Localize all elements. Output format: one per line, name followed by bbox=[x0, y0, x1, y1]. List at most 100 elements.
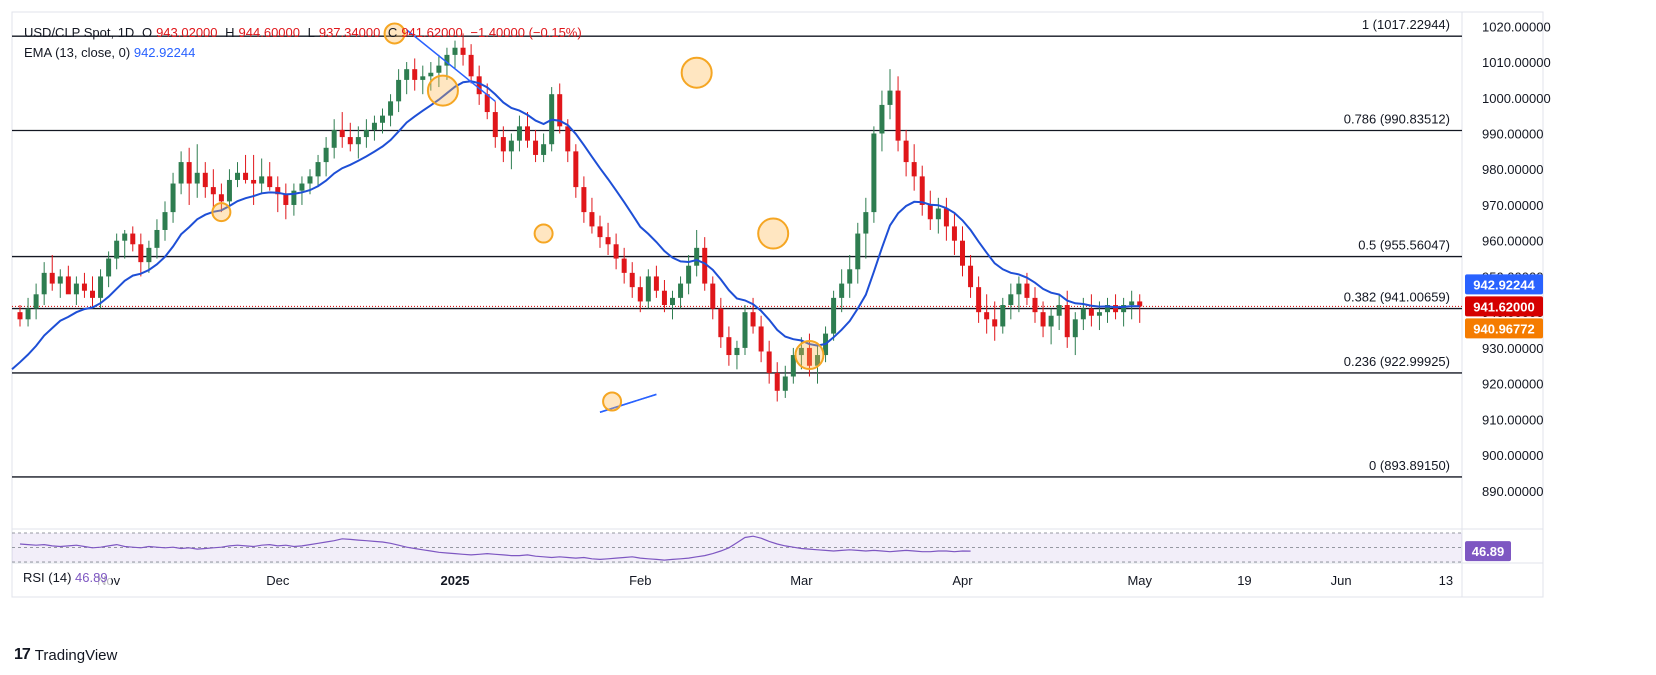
candle-body bbox=[718, 308, 724, 338]
candle-body bbox=[855, 233, 861, 270]
candle-body bbox=[106, 258, 112, 277]
price-badge bbox=[1465, 318, 1543, 339]
candle-body bbox=[476, 76, 482, 95]
y-tick-label: 1010.00000 bbox=[1482, 55, 1551, 70]
candle-body bbox=[210, 187, 216, 195]
candle-body bbox=[960, 240, 965, 266]
candle-body bbox=[984, 312, 990, 320]
candle-body bbox=[347, 137, 353, 145]
price-badge bbox=[1465, 296, 1543, 317]
highlight-circle bbox=[757, 217, 790, 250]
candle-body bbox=[275, 187, 281, 195]
trend-line-down bbox=[406, 29, 496, 102]
candle-body bbox=[218, 194, 224, 202]
candle-body bbox=[686, 265, 692, 284]
candle-body bbox=[831, 297, 837, 334]
candle-body bbox=[508, 140, 514, 152]
candle-body bbox=[33, 294, 39, 309]
rsi-badge bbox=[1465, 541, 1511, 562]
candle-body bbox=[702, 247, 708, 284]
candle-body bbox=[162, 212, 168, 230]
candle-body bbox=[887, 90, 893, 105]
candle-body bbox=[315, 162, 321, 177]
x-tick-label: Apr bbox=[952, 573, 973, 588]
candle-body bbox=[605, 237, 611, 245]
candle-body bbox=[790, 355, 796, 377]
candle-body bbox=[927, 204, 933, 220]
candle-body bbox=[73, 283, 79, 295]
candle-body bbox=[1105, 305, 1110, 313]
candle-body bbox=[81, 283, 87, 291]
rsi-line bbox=[19, 535, 971, 561]
fib-level-label: 0.786 (990.83512) bbox=[1344, 112, 1450, 127]
candle-body bbox=[492, 112, 498, 138]
candle-body bbox=[235, 172, 240, 180]
candle-body bbox=[911, 162, 917, 177]
symbol-header: USD/CLP Spot, 1D O 943.02000 H 944.60000 L… bbox=[24, 25, 586, 40]
candle-body bbox=[1056, 305, 1062, 316]
candle-body bbox=[251, 179, 257, 184]
x-tick-label: Dec bbox=[266, 573, 290, 588]
rsi-value: 46.89 bbox=[75, 570, 108, 585]
x-tick-label: 2025 bbox=[441, 573, 470, 588]
candle-body bbox=[710, 283, 716, 309]
candle-body bbox=[597, 226, 603, 238]
candle-body bbox=[1016, 283, 1022, 295]
fib-level-label: 1 (1017.22944) bbox=[1362, 17, 1450, 32]
candle-body bbox=[782, 376, 788, 391]
candle-body bbox=[798, 347, 804, 356]
x-tick-label: Mar bbox=[790, 573, 813, 588]
candle-body bbox=[1072, 319, 1078, 338]
candle-body bbox=[541, 144, 547, 155]
candle-body bbox=[65, 276, 71, 295]
candle-body bbox=[291, 190, 297, 205]
tradingview-logo-mark: 17 bbox=[14, 646, 31, 663]
candle-body bbox=[146, 247, 152, 263]
candle-body bbox=[1096, 312, 1102, 316]
candle-body bbox=[452, 47, 458, 55]
candle-body bbox=[871, 133, 877, 213]
highlight-circle bbox=[383, 22, 406, 45]
candle-body bbox=[17, 312, 23, 320]
candle-body bbox=[968, 265, 974, 288]
candle-body bbox=[363, 129, 369, 138]
candle-body bbox=[742, 312, 748, 348]
candle-body bbox=[299, 183, 305, 191]
candle-body bbox=[774, 372, 780, 391]
y-tick-label: 1000.00000 bbox=[1482, 91, 1551, 106]
candle-body bbox=[766, 351, 772, 373]
candle-body bbox=[670, 297, 675, 306]
candle-body bbox=[750, 312, 756, 327]
candle-body bbox=[533, 140, 539, 155]
candle-body bbox=[41, 272, 47, 295]
candle-body bbox=[1000, 305, 1006, 327]
candle-body bbox=[629, 272, 635, 288]
x-tick-label: 13 bbox=[1439, 573, 1453, 588]
candle-body bbox=[525, 126, 530, 141]
candle-body bbox=[25, 308, 31, 320]
fib-level-label: 0 (893.89150) bbox=[1369, 458, 1450, 473]
ema-legend[interactable]: EMA (13, close, 0) 942.92244 bbox=[24, 45, 195, 60]
candle-body bbox=[935, 208, 941, 220]
highlight-circle bbox=[426, 74, 459, 107]
candle-body bbox=[661, 290, 667, 306]
candle-body bbox=[879, 104, 885, 134]
y-tick-label: 910.00000 bbox=[1482, 412, 1543, 427]
symbol-label[interactable]: USD/CLP Spot, 1D bbox=[24, 25, 135, 40]
tradingview-logo-text: TradingView bbox=[34, 646, 118, 664]
candle-body bbox=[114, 240, 120, 259]
candle-body bbox=[371, 122, 377, 130]
candle-body bbox=[621, 258, 627, 273]
rsi-legend[interactable]: RSI (14) 46.89 bbox=[20, 570, 111, 585]
candle-body bbox=[1008, 294, 1014, 306]
candle-body bbox=[1121, 305, 1127, 313]
rsi-badge-label: 46.89 bbox=[1472, 544, 1505, 559]
candle-body bbox=[645, 276, 651, 302]
open-label: O bbox=[141, 25, 153, 40]
candle-body bbox=[500, 137, 506, 152]
candle-body bbox=[1113, 305, 1119, 313]
candle-body bbox=[380, 115, 385, 123]
ema-value: 942.92244 bbox=[133, 45, 196, 60]
candle-body bbox=[283, 194, 289, 205]
